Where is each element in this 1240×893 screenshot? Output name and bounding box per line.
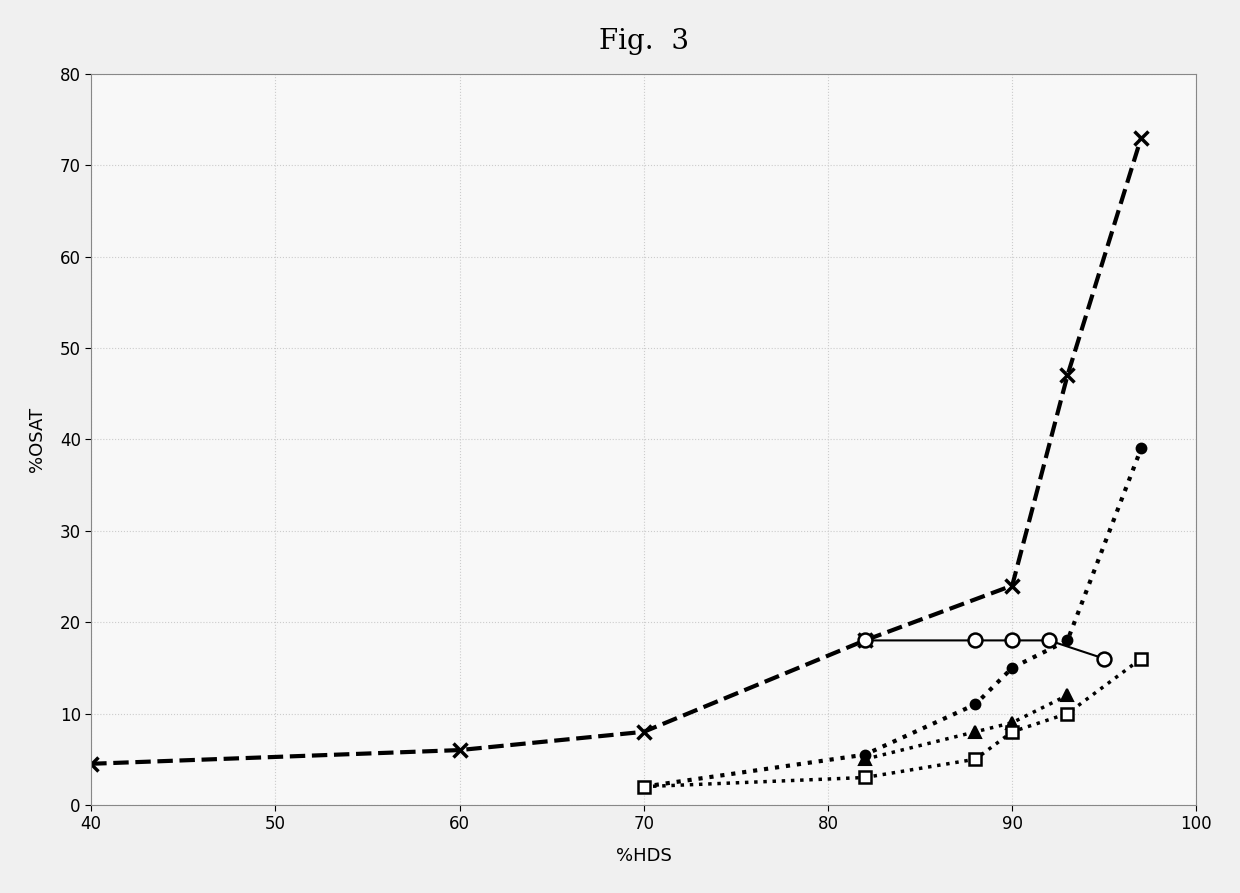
Y-axis label: %OSAT: %OSAT <box>27 407 46 472</box>
X-axis label: %HDS: %HDS <box>616 847 672 865</box>
Title: Fig.  3: Fig. 3 <box>599 28 688 54</box>
